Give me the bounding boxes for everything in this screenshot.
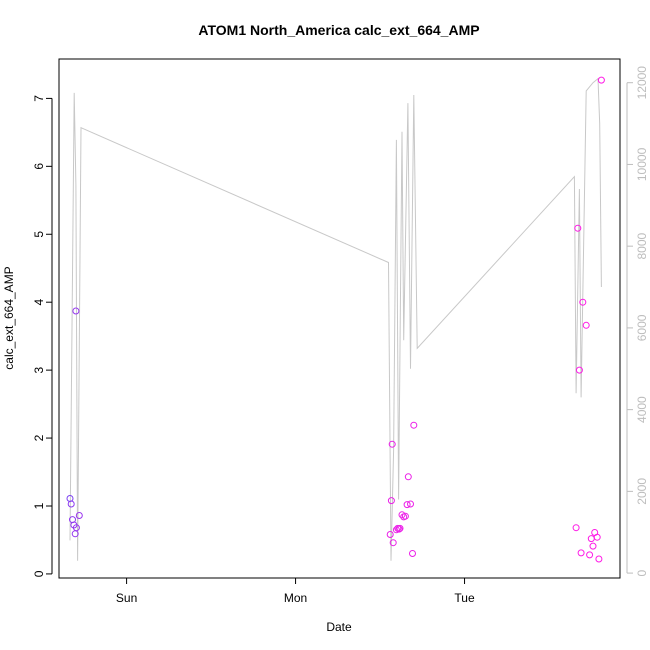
data-point	[401, 512, 409, 520]
data-point	[410, 421, 418, 429]
data-point	[396, 524, 404, 532]
y-tick-label: 7	[32, 95, 46, 102]
data-point	[582, 321, 590, 329]
data-point	[394, 524, 402, 532]
data-point	[388, 440, 396, 448]
data-point	[398, 511, 406, 519]
data-point	[72, 307, 80, 315]
y2-tick-label: 10000	[635, 147, 649, 181]
data-point	[67, 500, 75, 508]
data-point	[595, 555, 603, 563]
scatter-points	[66, 76, 605, 563]
y-tick-label: 4	[32, 299, 46, 306]
data-point	[387, 497, 395, 505]
y2-axis: 0 2000 4000 6000 8000 10000 12000	[626, 66, 649, 576]
y-tick-label: 0	[32, 570, 46, 577]
x-tick-label: Tue	[454, 591, 475, 605]
data-point	[575, 366, 583, 374]
plot-frame	[58, 58, 621, 579]
y2-tick-label: 8000	[635, 232, 649, 259]
line-series	[69, 77, 602, 561]
data-point	[587, 535, 595, 543]
data-point	[407, 500, 414, 508]
data-point	[403, 501, 411, 509]
data-point	[577, 549, 585, 557]
data-point	[389, 539, 397, 547]
x-axis-label: Date	[326, 620, 352, 634]
y-tick-label: 5	[32, 231, 46, 238]
data-point	[572, 524, 580, 532]
data-point	[75, 512, 83, 519]
y-axis-label: calc_ext_664_AMP	[2, 266, 16, 369]
y-tick-label: 1	[32, 502, 46, 509]
data-point	[586, 551, 594, 559]
data-point	[409, 550, 416, 557]
data-point	[395, 525, 403, 533]
data-point	[589, 542, 597, 550]
y-axis: 0 1 2 3 4 5 6 7	[32, 95, 53, 577]
data-point	[593, 533, 601, 541]
chart-title: ATOM1 North_America calc_ext_664_AMP	[198, 22, 479, 38]
x-axis: Sun Mon Tue	[116, 577, 475, 605]
y-tick-label: 3	[32, 366, 46, 373]
y2-tick-label: 0	[635, 569, 649, 576]
y-tick-label: 2	[32, 434, 46, 441]
series-line	[69, 77, 602, 561]
y2-tick-label: 12000	[635, 66, 649, 100]
x-tick-label: Mon	[284, 591, 307, 605]
y2-tick-label: 6000	[635, 314, 649, 341]
data-point	[579, 298, 587, 306]
x-tick-label: Sun	[116, 591, 137, 605]
y2-tick-label: 4000	[635, 396, 649, 423]
data-point	[72, 524, 80, 532]
data-point	[404, 473, 412, 481]
y-tick-label: 6	[32, 163, 46, 170]
data-point	[574, 224, 582, 232]
data-point	[386, 531, 394, 538]
y2-tick-label: 2000	[635, 478, 649, 505]
data-point	[597, 76, 605, 84]
